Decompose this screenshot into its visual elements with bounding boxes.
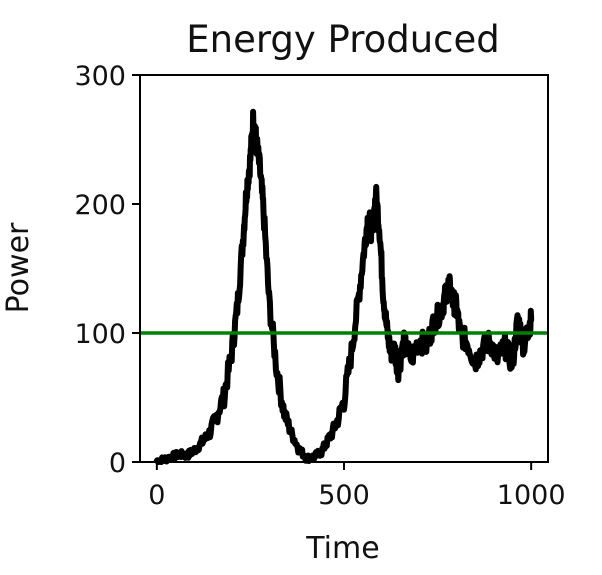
plot-area: [140, 108, 548, 465]
y-tick-label: 200: [74, 190, 126, 221]
y-tick-label: 100: [74, 319, 126, 350]
y-axis-label: Power: [1, 222, 36, 313]
x-tick-label: 500: [318, 480, 370, 511]
series-line-0: [153, 108, 535, 465]
y-tick-label: 0: [109, 448, 126, 479]
x-tick-label: 0: [148, 480, 165, 511]
axes: 0 500 1000 0 100 200 300: [74, 61, 565, 511]
y-tick-label: 300: [74, 61, 126, 92]
x-tick-label: 1000: [497, 480, 566, 511]
chart-title: Energy Produced: [186, 18, 500, 61]
x-axis-label: Time: [305, 531, 379, 566]
